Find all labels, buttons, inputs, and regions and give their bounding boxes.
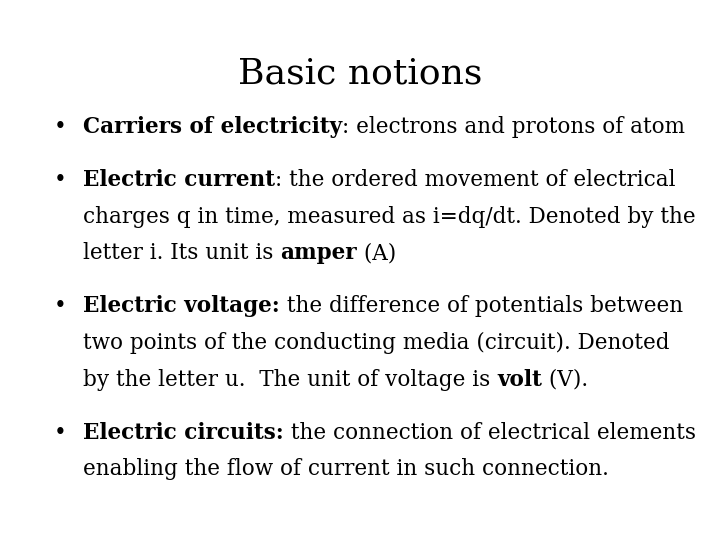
- Text: (V).: (V).: [541, 369, 588, 391]
- Text: the connection of electrical elements: the connection of electrical elements: [284, 422, 696, 444]
- Text: amper: amper: [280, 242, 356, 265]
- Text: charges q in time, measured as i=dq/dt. Denoted by the: charges q in time, measured as i=dq/dt. …: [83, 206, 696, 228]
- Text: the difference of potentials between: the difference of potentials between: [279, 295, 683, 318]
- Text: Electric current: Electric current: [83, 169, 275, 191]
- Text: enabling the flow of current in such connection.: enabling the flow of current in such con…: [83, 458, 608, 481]
- Text: Basic notions: Basic notions: [238, 57, 482, 91]
- Text: Electric voltage:: Electric voltage:: [83, 295, 279, 318]
- Text: : the ordered movement of electrical: : the ordered movement of electrical: [275, 169, 675, 191]
- Text: by the letter u.  The unit of voltage is: by the letter u. The unit of voltage is: [83, 369, 497, 391]
- Text: •: •: [54, 169, 67, 191]
- Text: (A): (A): [356, 242, 396, 265]
- Text: letter i. Its unit is: letter i. Its unit is: [83, 242, 280, 265]
- Text: volt: volt: [497, 369, 541, 391]
- Text: •: •: [54, 116, 67, 138]
- Text: Electric circuits:: Electric circuits:: [83, 422, 284, 444]
- Text: : electrons and protons of atom: : electrons and protons of atom: [342, 116, 685, 138]
- Text: •: •: [54, 295, 67, 318]
- Text: two points of the conducting media (circuit). Denoted: two points of the conducting media (circ…: [83, 332, 670, 354]
- Text: Carriers of electricity: Carriers of electricity: [83, 116, 342, 138]
- Text: •: •: [54, 422, 67, 444]
